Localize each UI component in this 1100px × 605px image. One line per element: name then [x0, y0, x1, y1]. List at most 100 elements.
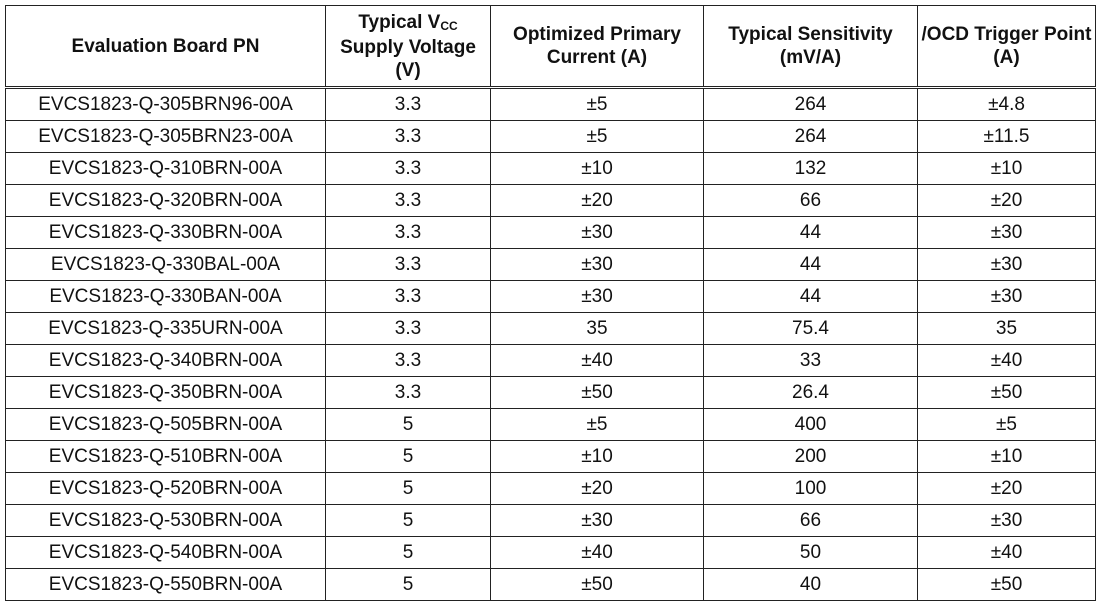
header-text: Supply Voltage (V)	[340, 36, 476, 81]
table-row: EVCS1823-Q-335URN-00A 3.3 35 75.4 35	[5, 312, 1096, 345]
table-cell: EVCS1823-Q-550BRN-00A	[5, 568, 326, 601]
table-cell: 264	[703, 120, 918, 153]
column-header: Optimized Primary Current (A)	[490, 5, 704, 89]
table-cell: EVCS1823-Q-520BRN-00A	[5, 472, 326, 505]
table-cell: 3.3	[325, 344, 491, 377]
table-cell: 44	[703, 248, 918, 281]
table-cell: 5	[325, 472, 491, 505]
table-cell: 5	[325, 536, 491, 569]
header-subscript: CC	[440, 18, 458, 33]
table-cell: 3.3	[325, 152, 491, 185]
table-cell: ±20	[490, 184, 704, 217]
table-cell: EVCS1823-Q-330BAN-00A	[5, 280, 326, 313]
table-row: EVCS1823-Q-330BAN-00A 3.3 ±30 44 ±30	[5, 280, 1096, 313]
table-cell: ±4.8	[917, 87, 1096, 121]
header-row: Evaluation Board PN Typical VCC Supply Vol…	[5, 5, 1096, 89]
table-cell: ±10	[917, 152, 1096, 185]
table-row: EVCS1823-Q-330BAL-00A 3.3 ±30 44 ±30	[5, 248, 1096, 281]
table-row: EVCS1823-Q-340BRN-00A 3.3 ±40 33 ±40	[5, 344, 1096, 377]
table-cell: ±5	[917, 408, 1096, 441]
table-cell: EVCS1823-Q-320BRN-00A	[5, 184, 326, 217]
column-header: Typical VCC Supply Voltage (V)	[325, 5, 491, 89]
table-row: EVCS1823-Q-330BRN-00A 3.3 ±30 44 ±30	[5, 216, 1096, 249]
table-cell: EVCS1823-Q-305BRN23-00A	[5, 120, 326, 153]
table-cell: ±5	[490, 120, 704, 153]
table-cell: ±10	[917, 440, 1096, 473]
table-cell: EVCS1823-Q-335URN-00A	[5, 312, 326, 345]
spec-table: Evaluation Board PN Typical VCC Supply Vol…	[5, 5, 1096, 601]
column-header: Typical Sensitivity (mV/A)	[703, 5, 918, 89]
table-cell: ±30	[917, 216, 1096, 249]
column-header: /OCD Trigger Point (A)	[917, 5, 1096, 89]
table-row: EVCS1823-Q-320BRN-00A 3.3 ±20 66 ±20	[5, 184, 1096, 217]
table-cell: 132	[703, 152, 918, 185]
table-cell: ±50	[490, 376, 704, 409]
table-cell: EVCS1823-Q-305BRN96-00A	[5, 87, 326, 121]
table-cell: ±5	[490, 408, 704, 441]
table-row: EVCS1823-Q-310BRN-00A 3.3 ±10 132 ±10	[5, 152, 1096, 185]
table-cell: ±30	[917, 504, 1096, 537]
table-cell: ±30	[917, 248, 1096, 281]
table-cell: 5	[325, 440, 491, 473]
table-cell: 26.4	[703, 376, 918, 409]
table-cell: ±20	[917, 184, 1096, 217]
table-row: EVCS1823-Q-305BRN23-00A 3.3 ±5 264 ±11.5	[5, 120, 1096, 153]
table-cell: 66	[703, 184, 918, 217]
table-cell: 66	[703, 504, 918, 537]
table-cell: ±30	[490, 216, 704, 249]
table-cell: ±20	[917, 472, 1096, 505]
table-cell: EVCS1823-Q-310BRN-00A	[5, 152, 326, 185]
table-row: EVCS1823-Q-505BRN-00A 5 ±5 400 ±5	[5, 408, 1096, 441]
table-cell: 5	[325, 408, 491, 441]
table-row: EVCS1823-Q-550BRN-00A 5 ±50 40 ±50	[5, 568, 1096, 601]
table-cell: 200	[703, 440, 918, 473]
table-cell: ±50	[917, 376, 1096, 409]
table-row: EVCS1823-Q-540BRN-00A 5 ±40 50 ±40	[5, 536, 1096, 569]
table-cell: 264	[703, 87, 918, 121]
table-cell: 3.3	[325, 280, 491, 313]
table-cell: 400	[703, 408, 918, 441]
table-cell: ±40	[490, 536, 704, 569]
table-cell: 3.3	[325, 312, 491, 345]
table-row: EVCS1823-Q-305BRN96-00A 3.3 ±5 264 ±4.8	[5, 87, 1096, 121]
table-cell: ±40	[917, 344, 1096, 377]
table-cell: EVCS1823-Q-510BRN-00A	[5, 440, 326, 473]
table-cell: 35	[490, 312, 704, 345]
table-cell: 3.3	[325, 120, 491, 153]
table-cell: 44	[703, 216, 918, 249]
table-row: EVCS1823-Q-520BRN-00A 5 ±20 100 ±20	[5, 472, 1096, 505]
table-cell: 44	[703, 280, 918, 313]
table-cell: 5	[325, 504, 491, 537]
table-cell: ±50	[490, 568, 704, 601]
table-cell: ±30	[490, 280, 704, 313]
header-text: Typical V	[358, 11, 441, 33]
table-cell: 40	[703, 568, 918, 601]
table-cell: 3.3	[325, 87, 491, 121]
table-cell: 3.3	[325, 376, 491, 409]
table-cell: ±5	[490, 87, 704, 121]
table-cell: 33	[703, 344, 918, 377]
table-cell: 35	[917, 312, 1096, 345]
table-cell: EVCS1823-Q-330BRN-00A	[5, 216, 326, 249]
table-cell: ±10	[490, 152, 704, 185]
table-cell: 50	[703, 536, 918, 569]
table-cell: ±40	[917, 536, 1096, 569]
table-row: EVCS1823-Q-530BRN-00A 5 ±30 66 ±30	[5, 504, 1096, 537]
table-cell: ±50	[917, 568, 1096, 601]
table-cell: 3.3	[325, 248, 491, 281]
table-cell: EVCS1823-Q-530BRN-00A	[5, 504, 326, 537]
table-cell: ±30	[490, 504, 704, 537]
table-cell: EVCS1823-Q-330BAL-00A	[5, 248, 326, 281]
table-cell: ±10	[490, 440, 704, 473]
table-body: EVCS1823-Q-305BRN96-00A 3.3 ±5 264 ±4.8 EVCS1…	[5, 87, 1096, 601]
table-cell: ±20	[490, 472, 704, 505]
table-row: EVCS1823-Q-350BRN-00A 3.3 ±50 26.4 ±50	[5, 376, 1096, 409]
table-cell: 3.3	[325, 216, 491, 249]
table-cell: EVCS1823-Q-340BRN-00A	[5, 344, 326, 377]
table-cell: EVCS1823-Q-505BRN-00A	[5, 408, 326, 441]
table-cell: 100	[703, 472, 918, 505]
table-cell: ±40	[490, 344, 704, 377]
table-row: EVCS1823-Q-510BRN-00A 5 ±10 200 ±10	[5, 440, 1096, 473]
table-cell: 3.3	[325, 184, 491, 217]
